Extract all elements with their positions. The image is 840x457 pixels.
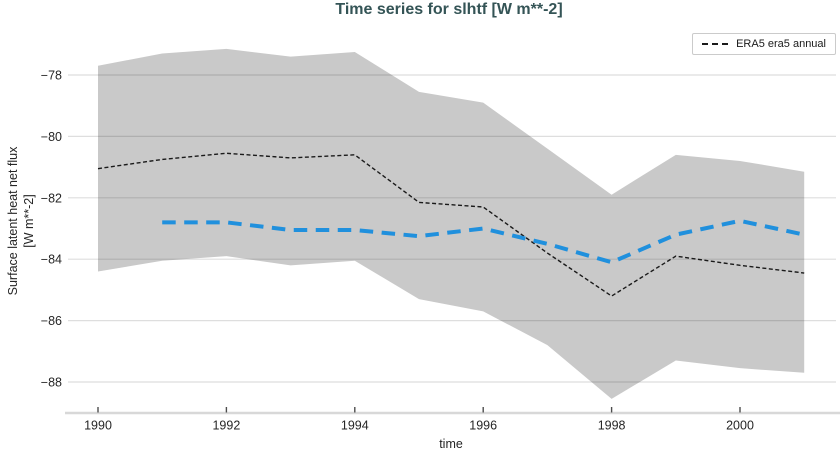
- era5-annual-line: [97, 152, 805, 297]
- y-tick-label: −88: [41, 376, 62, 390]
- y-tick-label: −78: [41, 69, 62, 83]
- y-axis-label-line1: Surface latent heat net flux: [6, 146, 20, 296]
- y-tick-label: −86: [41, 314, 62, 328]
- x-tick-label: 1994: [341, 419, 369, 433]
- chart-title: Time series for slhtf [W m**-2]: [335, 1, 563, 18]
- legend-dash-sample-icon: [702, 43, 729, 45]
- uncertainty-band: [98, 48, 805, 399]
- x-tick-label: 1992: [212, 419, 240, 433]
- y-axis-label: Surface latent heat net flux [W m**-2]: [6, 61, 38, 381]
- legend: ERA5 era5 annual: [692, 33, 836, 55]
- y-axis-label-line2: [W m**-2]: [21, 194, 36, 248]
- x-tick-label: 1990: [84, 419, 112, 433]
- x-tick-label: 1996: [469, 419, 497, 433]
- legend-label: ERA5 era5 annual: [736, 38, 826, 50]
- x-tick-label: 2000: [726, 419, 754, 433]
- y-tick-label: −82: [41, 191, 62, 205]
- y-tick-label: −80: [41, 130, 62, 144]
- x-tick-label: 1998: [598, 419, 626, 433]
- x-axis-label: time: [439, 437, 463, 451]
- y-tick-label: −84: [41, 253, 62, 267]
